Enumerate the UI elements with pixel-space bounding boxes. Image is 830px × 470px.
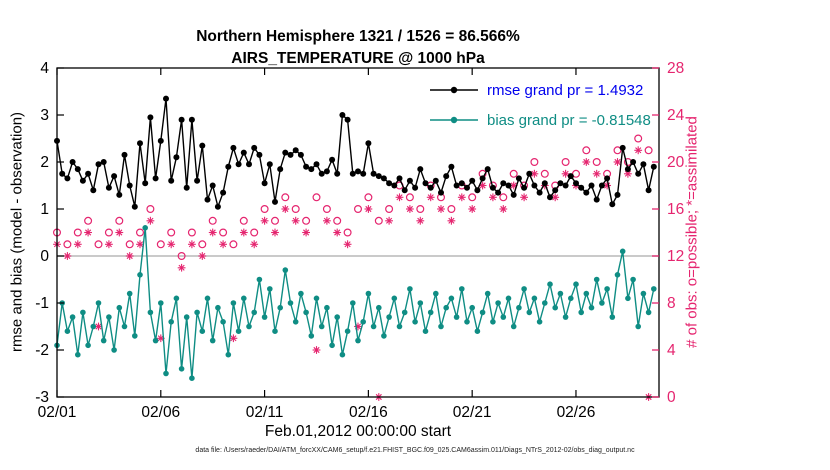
svg-text:-1: -1 — [35, 295, 49, 312]
rmse-line-marker-icon — [428, 83, 480, 97]
legend-rmse-label: rmse grand pr = 1.4932 — [487, 81, 644, 99]
legend: rmse grand pr = 1.4932 bias grand pr = -… — [428, 78, 651, 138]
svg-text:02/21: 02/21 — [453, 404, 492, 421]
right-axis-label: # of obs: o=possible; *=assimilated — [683, 116, 701, 348]
x-axis-label: Feb.01,2012 00:00:00 start — [264, 423, 452, 440]
svg-text:12: 12 — [667, 248, 684, 265]
svg-text:3: 3 — [40, 107, 49, 124]
svg-text:16: 16 — [667, 201, 684, 218]
svg-text:8: 8 — [667, 295, 676, 312]
svg-text:4: 4 — [40, 60, 49, 77]
svg-text:1: 1 — [40, 201, 49, 218]
svg-text:02/11: 02/11 — [246, 404, 284, 421]
data-file-caption: data file: /Users/raeder/DAI/ATM_forcXX/… — [195, 447, 635, 454]
legend-row-rmse: rmse grand pr = 1.4932 — [428, 78, 651, 102]
svg-text:20: 20 — [667, 154, 685, 171]
legend-bias-label: bias grand pr = -0.81548 — [487, 111, 651, 129]
page-title: Northern Hemisphere 1321 / 1526 = 86.566… — [196, 28, 520, 45]
svg-text:02/16: 02/16 — [349, 404, 388, 421]
svg-text:-3: -3 — [35, 389, 49, 406]
left-axis-label: rmse and bias (model - observation) — [8, 111, 26, 353]
svg-text:02/01: 02/01 — [38, 404, 77, 421]
legend-row-bias: bias grand pr = -0.81548 — [428, 108, 651, 132]
bias-line-marker-icon — [428, 113, 480, 127]
svg-text:0: 0 — [667, 389, 676, 406]
svg-text:28: 28 — [667, 60, 684, 77]
svg-text:4: 4 — [667, 342, 676, 359]
svg-text:24: 24 — [667, 107, 685, 124]
svg-text:02/06: 02/06 — [141, 404, 180, 421]
svg-text:0: 0 — [40, 248, 49, 265]
svg-text:-2: -2 — [35, 342, 49, 359]
page-subtitle: AIRS_TEMPERATURE @ 1000 hPa — [231, 50, 485, 67]
svg-text:2: 2 — [40, 154, 49, 171]
svg-text:02/26: 02/26 — [557, 404, 596, 421]
